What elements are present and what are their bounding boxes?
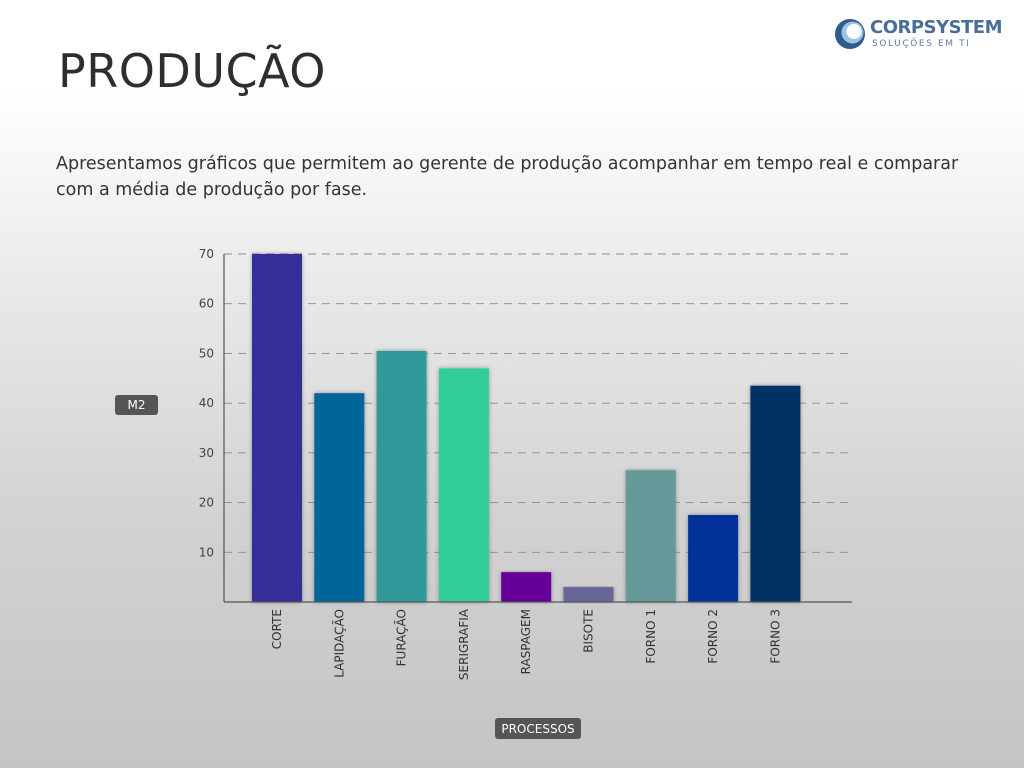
y-tick-label: 30 xyxy=(199,446,214,460)
y-tick-label: 70 xyxy=(199,247,214,261)
logo-tagline: SOLUÇÕES EM TI xyxy=(872,39,971,49)
intro-text: Apresentamos gráficos que permitem ao ge… xyxy=(56,154,959,200)
y-tick-labels: 10 20 30 40 50 60 70 xyxy=(199,247,214,559)
x-tick-label: FORNO 3 xyxy=(768,609,782,664)
bar xyxy=(501,572,552,602)
bar xyxy=(314,393,365,602)
y-tick-label: 60 xyxy=(199,297,214,311)
y-axis-title-tag: M2 xyxy=(115,395,158,415)
bar xyxy=(438,368,489,602)
page-title: PRODUÇÃO xyxy=(58,44,326,98)
bar xyxy=(252,254,302,602)
y-axis-title: M2 xyxy=(128,398,146,412)
bar xyxy=(750,385,801,602)
logo-name: CORPSYSTEM xyxy=(870,17,1003,38)
x-axis-title: PROCESSOS xyxy=(501,722,574,736)
swirl-logo-icon xyxy=(835,19,865,49)
x-tick-label: CORTE xyxy=(270,609,284,649)
x-tick-label: FORNO 1 xyxy=(644,609,658,664)
x-tick-label: LAPIDAÇÃO xyxy=(331,609,346,678)
bar xyxy=(688,515,739,602)
x-tick-label: FORNO 2 xyxy=(706,609,720,664)
chart-bars xyxy=(252,254,801,602)
x-tick-labels: CORTE LAPIDAÇÃO FURAÇÃO SERIGRAFIA RASPAGEM B… xyxy=(270,608,782,680)
y-tick-label: 50 xyxy=(199,346,214,360)
y-tick-label: 40 xyxy=(199,396,214,410)
x-tick-label: BISOTE xyxy=(582,609,596,653)
bar xyxy=(563,587,614,602)
x-tick-label: RASPAGEM xyxy=(519,609,533,674)
y-tick-label: 20 xyxy=(199,496,214,510)
y-tick-label: 10 xyxy=(199,545,214,559)
x-axis-title-tag: PROCESSOS xyxy=(495,718,581,739)
bar xyxy=(625,470,676,602)
x-tick-label: SERIGRAFIA xyxy=(457,608,471,680)
bar xyxy=(376,350,427,602)
company-logo: CORPSYSTEM SOLUÇÕES EM TI xyxy=(834,14,1014,54)
x-tick-label: FURAÇÃO xyxy=(394,609,409,666)
